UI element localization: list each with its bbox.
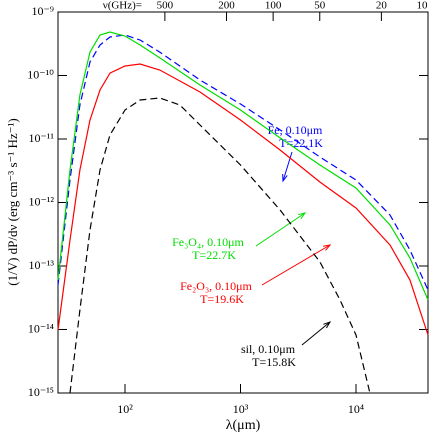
annotation-arrow [255,212,306,247]
top-axis-label: ν(GHz)= [103,0,142,12]
y-tick-label: 10⁻¹³ [28,258,54,272]
series-line [57,31,429,301]
series-temperature: T=19.6K [200,292,244,306]
series-label: Fe₂O₃, 0.10μm [180,279,252,293]
y-tick-label: 10⁻¹² [28,194,54,208]
series-temperature: T=22.1K [279,136,323,150]
y-tick-label: 10⁻⁹ [31,4,54,18]
top-tick-label: 500 [157,0,174,12]
series-label: sil, 0.10μm [241,342,296,356]
y-tick-label: 10⁻¹⁴ [28,321,54,335]
annotation-arrow [301,321,331,346]
plot-frame [57,11,429,394]
arrow-head [323,244,332,251]
top-tick-label: 200 [218,0,235,12]
x-axis-label: λ(μm) [226,418,261,433]
x-tick-label: 10² [117,402,133,416]
arrow-head [323,321,332,329]
series-line [57,34,429,291]
arrow-head [282,173,288,183]
series-label: Fe₃O₄, 0.10μm [172,235,244,249]
y-tick-label: 10⁻¹⁵ [28,385,54,399]
series-label: Fe, 0.10μm [268,123,323,137]
top-tick-label: 100 [265,0,282,12]
top-tick-label: 20 [376,0,388,12]
annotation-arrow [261,244,331,286]
top-tick-label: 50 [314,0,326,12]
y-axis-label: (1/V) dP/dν (erg cm⁻³ s⁻¹ Hz⁻¹) [5,118,20,286]
series-temperature: T=15.8K [252,355,296,369]
y-tick-label: 10⁻¹¹ [28,131,54,145]
y-tick-label: 10⁻¹⁰ [27,67,54,81]
x-tick-label: 10³ [233,402,249,416]
annotation-arrow [282,151,293,182]
x-tick-label: 10⁴ [348,402,364,416]
series-line [57,63,429,336]
arrow-head [298,212,307,219]
top-tick-label: 10 [417,0,429,12]
series-temperature: T=22.7K [192,248,236,262]
